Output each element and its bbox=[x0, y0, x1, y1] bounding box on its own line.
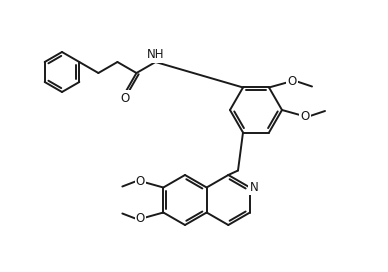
Text: O: O bbox=[136, 175, 145, 188]
Text: O: O bbox=[121, 92, 130, 104]
Text: O: O bbox=[300, 110, 310, 122]
Text: NH: NH bbox=[147, 48, 164, 61]
Text: N: N bbox=[249, 181, 258, 194]
Text: O: O bbox=[288, 75, 296, 88]
Text: O: O bbox=[136, 212, 145, 225]
